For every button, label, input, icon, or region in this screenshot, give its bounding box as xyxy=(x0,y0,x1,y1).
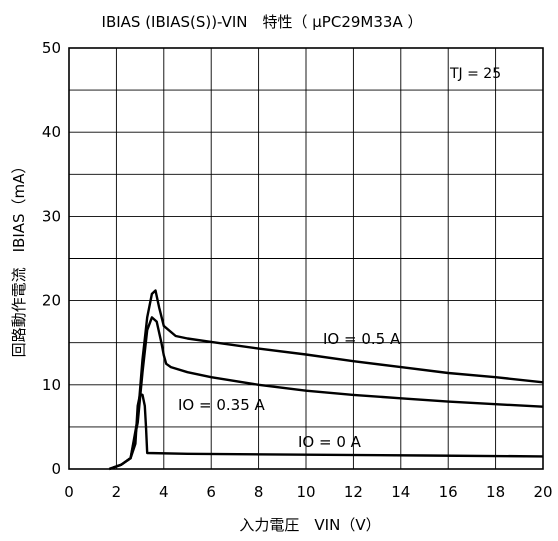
x-tick-label: 14 xyxy=(391,483,410,501)
x-tick-label: 4 xyxy=(159,483,169,501)
series-label-0: IO = 0.5 A xyxy=(323,330,401,348)
x-tick-label: 2 xyxy=(112,483,122,501)
x-tick-label: 16 xyxy=(439,483,458,501)
series-labels: IO = 0.5 A IO = 0.35 A IO = 0 A xyxy=(178,330,401,451)
y-tick-label: 40 xyxy=(42,123,61,141)
y-tick-label: 10 xyxy=(42,376,61,394)
x-tick-label: 8 xyxy=(254,483,264,501)
x-tick-label: 10 xyxy=(296,483,315,501)
x-tick-label: 0 xyxy=(64,483,74,501)
x-tick-label: 12 xyxy=(344,483,363,501)
x-axis-label: 入力電圧 VIN（V） xyxy=(239,516,380,534)
series-label-1: IO = 0.35 A xyxy=(178,396,266,414)
tick-labels: 0 2 4 6 8 10 12 14 16 18 20 0 10 20 30 40 50 xyxy=(42,39,553,501)
y-axis-label: 回路動作電流 IBIAS（mA） xyxy=(10,159,28,358)
plot-frame xyxy=(68,47,544,470)
series-line-1 xyxy=(108,316,544,471)
y-tick-label: 30 xyxy=(42,207,61,225)
chart-title: IBIAS (IBIAS(S))-VIN 特性（ μPC29M33A ） xyxy=(102,13,423,31)
series-line-2 xyxy=(108,392,544,471)
series-layer xyxy=(108,289,544,471)
y-tick-label: 50 xyxy=(42,39,61,57)
x-tick-label: 20 xyxy=(533,483,552,501)
y-tick-label: 20 xyxy=(42,292,61,310)
condition-label: TJ = 25 xyxy=(449,66,501,82)
series-label-2: IO = 0 A xyxy=(298,433,362,451)
x-tick-label: 6 xyxy=(206,483,216,501)
x-tick-label: 18 xyxy=(486,483,505,501)
y-tick-label: 0 xyxy=(51,460,61,478)
